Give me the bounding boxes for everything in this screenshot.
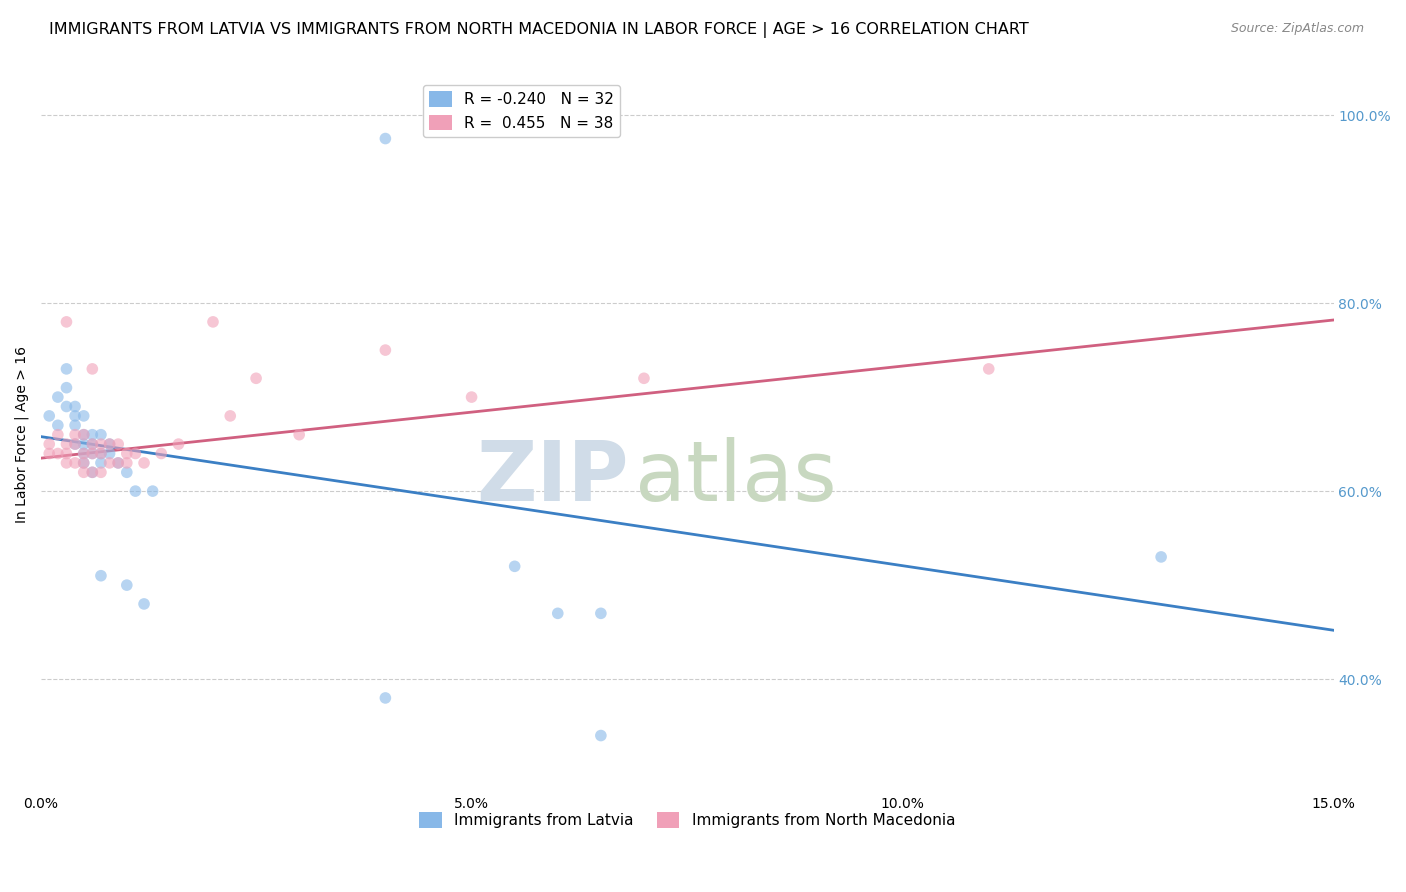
Point [73,446,96,460]
Point [73,446,96,460]
Text: ZIP: ZIP [477,437,628,518]
Point [55,381,77,395]
Point [98,437,121,451]
Point [73,409,96,423]
Point [82,437,104,451]
Point [63,418,86,433]
Point [460,390,482,404]
Point [167,437,190,451]
Point [115,456,138,470]
Point [633,371,655,385]
Point [73,427,96,442]
Point [90,427,112,442]
Point [55,315,77,329]
Point [547,607,569,621]
Point [82,437,104,451]
Point [55,437,77,451]
Point [73,456,96,470]
Point [142,484,165,499]
Point [107,456,129,470]
Point [63,437,86,451]
Point [245,371,267,385]
Point [201,315,224,329]
Legend: Immigrants from Latvia, Immigrants from North Macedonia: Immigrants from Latvia, Immigrants from … [413,806,962,834]
Text: Source: ZipAtlas.com: Source: ZipAtlas.com [1230,22,1364,36]
Point [132,456,155,470]
Point [82,446,104,460]
Point [115,578,138,592]
Point [46,390,69,404]
Point [55,456,77,470]
Point [150,446,173,460]
Point [46,427,69,442]
Point [82,362,104,376]
Point [82,427,104,442]
Point [124,484,146,499]
Point [55,400,77,414]
Point [90,456,112,470]
Point [90,568,112,582]
Point [90,446,112,460]
Point [374,690,396,705]
Point [73,427,96,442]
Point [55,362,77,376]
Point [55,446,77,460]
Point [115,446,138,460]
Point [98,446,121,460]
Point [82,465,104,479]
Point [73,437,96,451]
Point [38,409,60,423]
Point [63,456,86,470]
Point [132,597,155,611]
Point [1150,549,1173,564]
Point [374,131,396,145]
Point [73,456,96,470]
Text: atlas: atlas [636,437,837,518]
Point [90,437,112,451]
Point [73,465,96,479]
Text: IMMIGRANTS FROM LATVIA VS IMMIGRANTS FROM NORTH MACEDONIA IN LABOR FORCE | AGE >: IMMIGRANTS FROM LATVIA VS IMMIGRANTS FRO… [49,22,1029,38]
Point [288,427,311,442]
Point [589,729,612,743]
Point [977,362,1000,376]
Point [82,446,104,460]
Point [90,446,112,460]
Point [63,400,86,414]
Point [46,446,69,460]
Point [63,437,86,451]
Point [46,418,69,433]
Point [98,456,121,470]
Point [374,343,396,357]
Point [219,409,242,423]
Point [107,437,129,451]
Point [63,409,86,423]
Point [503,559,526,574]
Point [90,465,112,479]
Point [589,607,612,621]
Y-axis label: In Labor Force | Age > 16: In Labor Force | Age > 16 [15,346,30,524]
Point [38,446,60,460]
Point [63,427,86,442]
Point [115,465,138,479]
Point [124,446,146,460]
Point [107,456,129,470]
Point [38,437,60,451]
Point [98,437,121,451]
Point [82,465,104,479]
